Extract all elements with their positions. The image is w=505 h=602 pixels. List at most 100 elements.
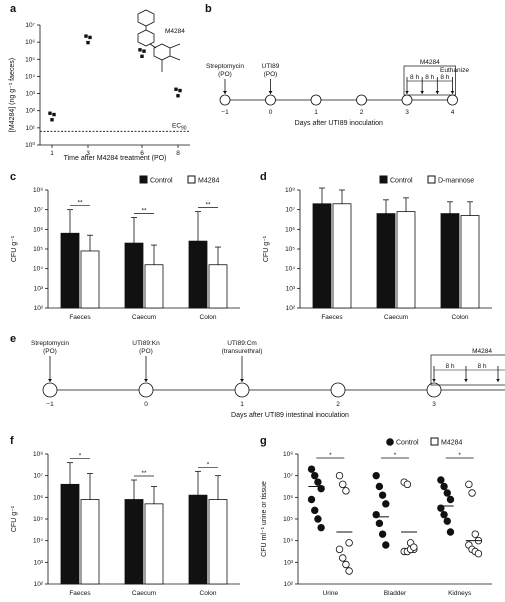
a-data-point	[88, 35, 92, 40]
timeline-event-label: Streptomycin	[31, 340, 69, 347]
y-tick-label: 10³	[284, 559, 294, 566]
category-label: Caecum	[132, 314, 156, 321]
timeline-event-route: (PO)	[139, 348, 153, 355]
timeline-day-label: 1	[314, 109, 318, 116]
y-tick-label: 10⁸	[283, 451, 293, 458]
y-tick-label: 10⁸	[33, 187, 43, 194]
y-tick-label: 10⁴	[285, 266, 295, 273]
y-axis-label: CFU g⁻¹	[11, 235, 18, 262]
panel-e: e −101234Streptomycin(PO)UTI89:Kn(PO)UTI…	[10, 333, 505, 419]
timeline-day-label: −1	[221, 109, 229, 116]
y-tick-label: 10⁷	[33, 473, 43, 480]
dot-treatment	[342, 560, 350, 569]
timeline-day-label: −1	[46, 401, 54, 408]
timeline-event-label: Streptomycin	[206, 63, 244, 70]
treatment-label: M4284	[472, 348, 492, 355]
dot-control	[317, 484, 325, 493]
bar-control	[440, 213, 460, 309]
legend-label: D-mannose	[438, 178, 474, 185]
timeline-day-node	[426, 382, 442, 398]
dot-control	[372, 471, 380, 480]
dot-treatment	[339, 480, 347, 489]
bar-treatment	[144, 503, 164, 585]
significance-marker: *	[79, 453, 82, 460]
y-tick-label: 10⁶	[283, 494, 293, 501]
dose-arrow-head	[450, 91, 455, 94]
significance-marker: **	[77, 200, 83, 207]
y-axis-label: CFU g⁻¹	[11, 505, 18, 532]
significance-marker: *	[207, 461, 210, 468]
timeline-day-node	[42, 382, 58, 398]
dot-control	[382, 541, 390, 549]
significance-marker: **	[141, 470, 147, 477]
a-xtick-label: 6	[140, 150, 144, 157]
category-label: Faeces	[69, 314, 91, 321]
dot-control	[314, 478, 322, 486]
timeline-arrow-head	[48, 379, 52, 382]
a-data-point	[140, 54, 144, 59]
dot-control	[443, 489, 451, 497]
legend-label: M4284	[198, 178, 220, 185]
y-tick-label: 10⁴	[33, 538, 43, 545]
a-xtick-label: 3	[86, 150, 90, 157]
dot-control	[446, 495, 455, 504]
y-tick-label: 10⁶	[33, 494, 43, 501]
legend-swatch-treatment	[427, 175, 436, 184]
y-tick-label: 10⁷	[33, 207, 43, 214]
dot-control	[311, 506, 319, 515]
timeline-day-label: 0	[269, 109, 273, 116]
dot-control	[437, 504, 445, 512]
dose-arrow-head	[435, 91, 440, 94]
bar-treatment	[80, 499, 100, 585]
panel-label: d	[260, 171, 267, 183]
dose-arrow-head	[432, 379, 436, 382]
legend-label: Control	[390, 178, 413, 185]
panel-d: d CFU g⁻¹ 10² 10³ 10⁴ 10⁵ 10⁶ 10⁷ 10⁸ Faeces Caecu…	[260, 171, 492, 321]
timeline-day-node	[310, 94, 322, 106]
dot-control	[440, 510, 448, 519]
dot-control	[317, 523, 325, 532]
y-tick-label: 10³	[286, 285, 296, 292]
interval-label: 8 h	[410, 74, 419, 81]
y-tick-label: 10²	[284, 581, 294, 588]
euthanize-label: Euthanize	[440, 67, 469, 74]
treatment-label: M4284	[420, 59, 440, 66]
bar-control	[188, 240, 208, 309]
timeline-event-route: (PO)	[264, 71, 278, 78]
category-label: Colon	[200, 314, 217, 321]
y-tick-label: 10²	[34, 581, 44, 588]
a-ytick-label: 10²	[26, 108, 36, 115]
panel-b: b −1 0 1 2 3 4Streptomycin(PO)UTI89(PO)M42848…	[205, 3, 469, 127]
legend-swatch-control	[379, 175, 388, 184]
timeline-event-route: (PO)	[43, 348, 57, 355]
category-label: Urine	[323, 590, 339, 597]
timeline-event-route: (transurethral)	[222, 348, 263, 355]
timeline-day-label: 3	[432, 401, 436, 408]
interval-label: 8 h	[425, 74, 434, 81]
m4284-structure	[137, 9, 181, 72]
a-ytick-label: 10⁶	[25, 39, 35, 46]
y-tick-label: 10²	[286, 305, 296, 312]
y-tick-label: 10³	[34, 559, 44, 566]
dot-treatment	[468, 489, 476, 497]
interval-label: 8 h	[440, 74, 449, 81]
legend-swatch-control	[139, 175, 148, 184]
category-label: Faeces	[69, 590, 91, 597]
y-tick-label: 10⁵	[33, 246, 43, 253]
y-axis-label: CFU g⁻¹	[263, 235, 270, 262]
a-data-point	[176, 94, 180, 98]
bar-control	[124, 242, 144, 309]
a-ytick-label: 10⁷	[25, 22, 35, 29]
timeline-event-route: (PO)	[218, 71, 232, 78]
category-label: Faeces	[321, 314, 343, 321]
dot-treatment	[342, 487, 350, 495]
panel-a-label: a	[10, 3, 17, 15]
dot-control	[375, 482, 384, 491]
a-data-point	[48, 111, 52, 115]
dot-control	[382, 500, 390, 508]
timeline-day-label: 3	[405, 109, 409, 116]
dot-treatment	[335, 545, 344, 554]
panel-a: a [M4284] (ng g⁻¹ faeces) 10⁰ 10¹ 10² 10³ 10…	[9, 3, 190, 162]
bar-control	[124, 499, 144, 585]
y-axis-label: CFU ml⁻¹ urine or tissue	[261, 481, 268, 557]
